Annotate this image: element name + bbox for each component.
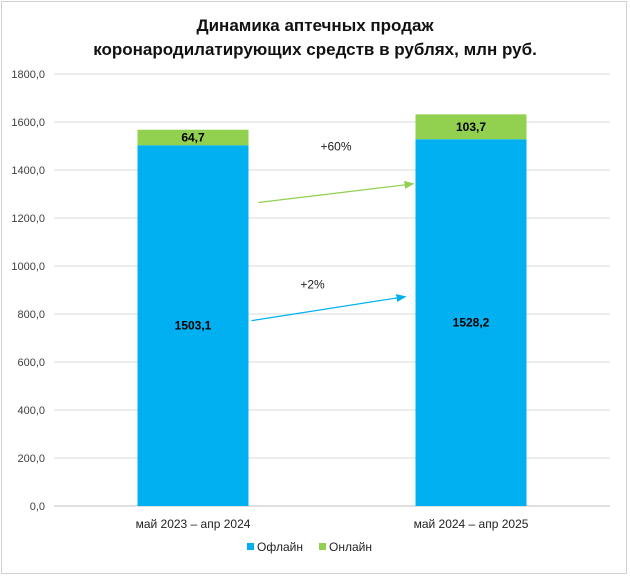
legend-swatch-online: [319, 543, 326, 550]
y-tick-label: 1800,0: [11, 69, 45, 81]
chart-title: Динамика аптечных продаж коронародилатир…: [0, 14, 630, 62]
bar-online: [137, 129, 249, 146]
data-label: 103,7: [456, 120, 486, 134]
growth-arrow-offline: [251, 294, 407, 322]
chart-title-line-1: Динамика аптечных продаж: [196, 16, 434, 35]
data-label: 1503,1: [175, 319, 212, 333]
legend-label-offline: Офлайн: [257, 540, 303, 554]
bars: 1503,1 64,7 1528,2 103,7: [137, 114, 527, 507]
y-tick-label: 1400,0: [11, 165, 45, 177]
x-tick-label: май 2023 – апр 2024: [136, 517, 251, 531]
x-tick-label: май 2024 – апр 2025: [414, 517, 529, 531]
bar-online: [415, 114, 527, 140]
legend-label-online: Онлайн: [329, 540, 372, 554]
data-label: 1528,2: [453, 316, 490, 330]
data-label: 64,7: [181, 130, 205, 144]
x-axis: май 2023 – апр 2024 май 2024 – апр 2025: [136, 517, 529, 531]
growth-arrow-online: [258, 180, 415, 204]
y-tick-label: 600,0: [17, 357, 45, 369]
legend-swatch-offline: [247, 543, 254, 550]
y-tick-label: 1600,0: [11, 117, 45, 129]
bar-offline: [415, 139, 527, 506]
growth-label-online: +60%: [320, 139, 351, 153]
y-tick-label: 0,0: [30, 501, 45, 513]
chart-title-line-2: коронародилатирующих средств в рублях, м…: [93, 40, 537, 59]
y-tick-label: 800,0: [17, 309, 45, 321]
y-tick-label: 400,0: [17, 405, 45, 417]
y-tick-label: 1000,0: [11, 261, 45, 273]
y-tick-label: 200,0: [17, 453, 45, 465]
annotations: +60% +2%: [251, 139, 415, 322]
y-tick-label: 1200,0: [11, 213, 45, 225]
bar-offline: [137, 145, 249, 507]
legend: Офлайн Онлайн: [247, 540, 372, 554]
growth-label-offline: +2%: [300, 278, 325, 292]
y-axis: 0,0 200,0 400,0 600,0 800,0 1000,0 1200,0 1400,…: [11, 69, 45, 513]
